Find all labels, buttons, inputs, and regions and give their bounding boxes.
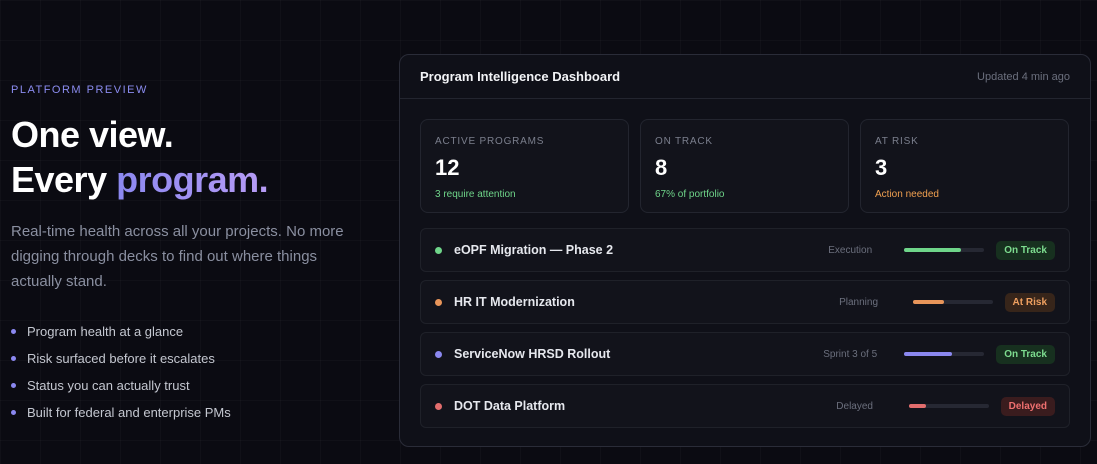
stat-label: ACTIVE PROGRAMS [435, 136, 545, 147]
project-phase: Sprint 3 of 5 [823, 348, 878, 360]
eyebrow: PLATFORM PREVIEW [11, 84, 148, 96]
status-dot [435, 350, 442, 358]
progress-track [904, 352, 985, 356]
panel-title: Program Intelligence Dashboard [420, 69, 621, 84]
headline-line: Every program. [11, 157, 269, 202]
headline-highlight: program. [116, 159, 269, 200]
stat-label: AT RISK [875, 136, 919, 147]
project-row[interactable]: ServiceNow HRSD Rollout Sprint 3 of 5 On T… [420, 332, 1070, 376]
stat-card: ON TRACK 8 67% of portfolio [640, 119, 849, 213]
bullet-item: Status you can actually trust [11, 372, 231, 399]
bullet-item: Program health at a glance [11, 318, 231, 345]
status-pill: Delayed [1000, 396, 1055, 416]
description: Real-time health across all your project… [11, 223, 344, 290]
project-row[interactable]: eOPF Migration — Phase 2 Execution On Trac… [420, 228, 1070, 272]
project-name: DOT Data Platform [454, 399, 566, 413]
project-phase: Execution [828, 244, 873, 256]
headline: One view. Every program. [11, 112, 269, 202]
stat-label: ON TRACK [655, 136, 713, 147]
progress-bar [904, 352, 953, 356]
status-pill: At Risk [1004, 292, 1055, 312]
project-phase: Planning [839, 296, 878, 308]
headline-line: One view. [11, 114, 174, 155]
project-row[interactable]: DOT Data Platform Delayed Delayed [420, 384, 1070, 428]
dashboard-panel: Program Intelligence Dashboard Updated 4… [399, 54, 1091, 447]
project-row[interactable]: HR IT Modernization Planning At Risk [420, 280, 1070, 324]
updated-time: Updated 4 min ago [977, 70, 1070, 83]
status-pill: On Track [996, 344, 1055, 364]
stat-card: AT RISK 3 Action needed [860, 119, 1069, 213]
progress-bar [908, 404, 927, 408]
headline-text: Every [11, 159, 107, 200]
progress-track [908, 404, 989, 408]
stat-value: 12 [435, 155, 460, 180]
status-dot [435, 402, 442, 410]
status-pill: On Track [996, 240, 1055, 260]
status-dot [435, 298, 442, 306]
bullet-list: Program health at a glance Risk surfaced … [11, 318, 231, 426]
stat-card: ACTIVE PROGRAMS 12 3 require attention [420, 119, 629, 213]
stat-note: 3 require attention [435, 189, 516, 200]
project-list: eOPF Migration — Phase 2 Execution On Trac… [420, 228, 1070, 436]
progress-bar [912, 300, 944, 304]
project-phase: Delayed [836, 400, 873, 412]
bullet-item: Risk surfaced before it escalates [11, 345, 231, 372]
stat-value: 8 [655, 155, 668, 180]
progress-track [912, 300, 993, 304]
project-name: eOPF Migration — Phase 2 [454, 243, 614, 257]
progress-track [904, 248, 985, 252]
project-name: ServiceNow HRSD Rollout [454, 347, 611, 361]
progress-bar [904, 248, 961, 252]
bullet-item: Built for federal and enterprise PMs [11, 399, 231, 426]
stat-value: 3 [875, 155, 888, 180]
project-name: HR IT Modernization [454, 295, 575, 309]
panel-header: Program Intelligence Dashboard Updated 4… [400, 55, 1090, 99]
stat-note: 67% of portfolio [655, 189, 725, 200]
stats: ACTIVE PROGRAMS 12 3 require attention ON T… [420, 119, 1069, 213]
status-dot [435, 246, 442, 254]
stat-note: Action needed [875, 189, 939, 200]
